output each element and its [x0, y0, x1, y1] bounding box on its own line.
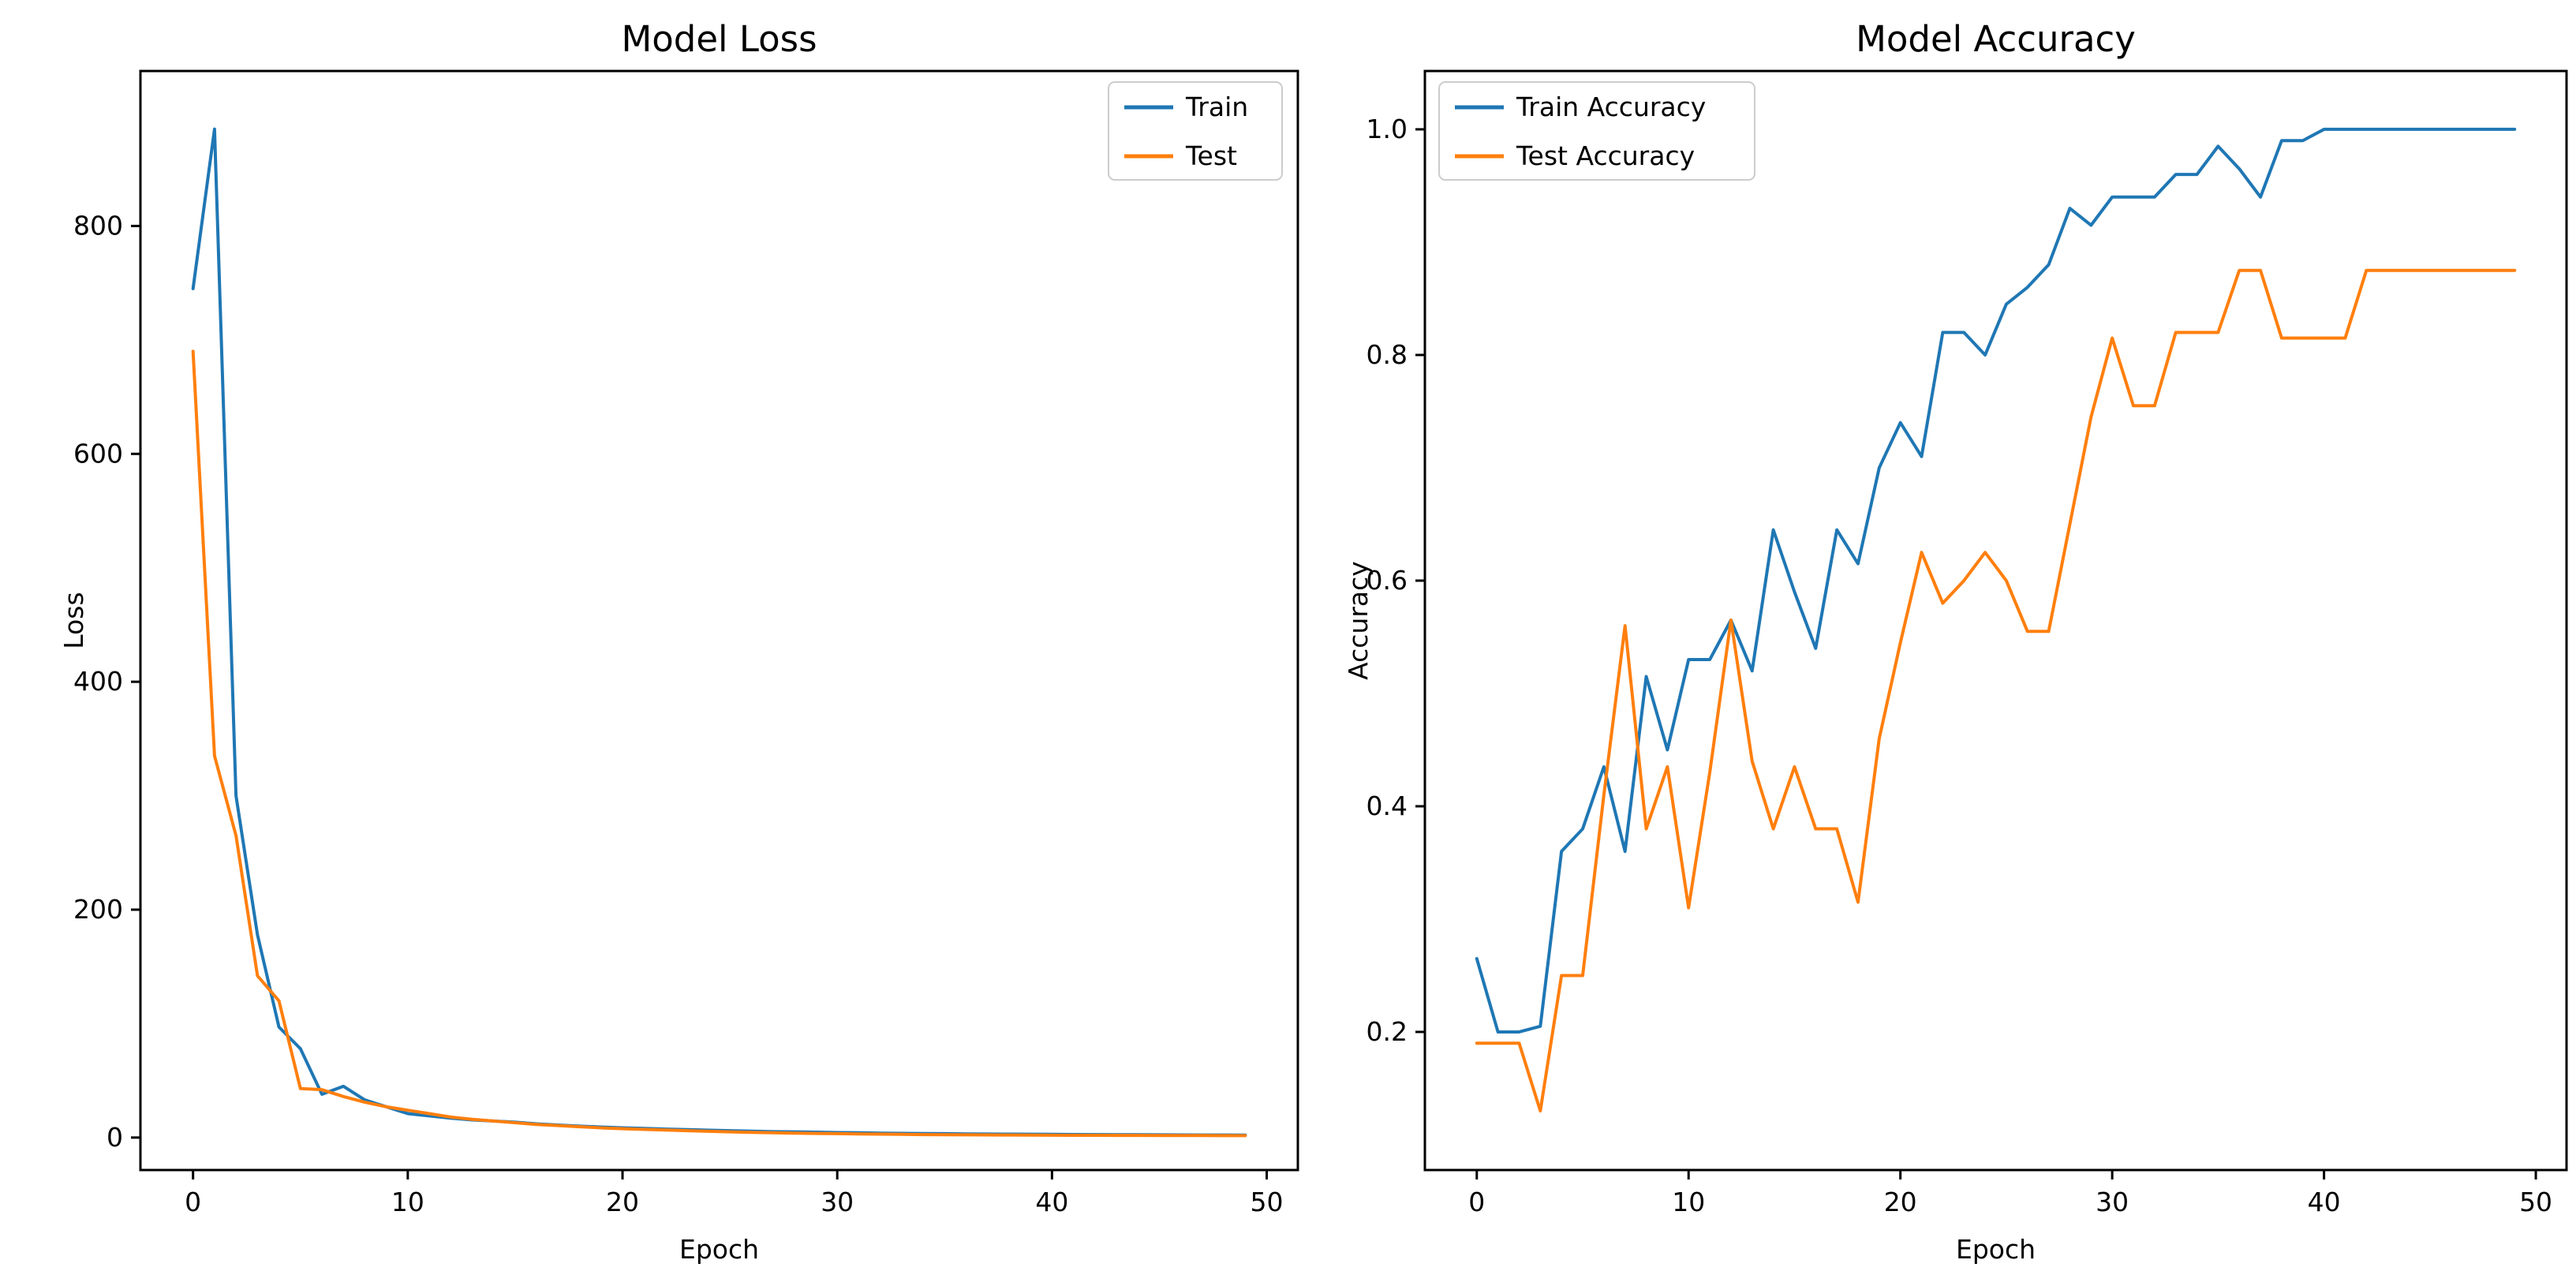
x-tick-label: 0	[1468, 1187, 1485, 1217]
y-tick-label: 800	[73, 210, 123, 241]
legend-label: Test Accuracy	[1516, 140, 1695, 171]
model-loss-axes-spines	[139, 69, 1299, 1172]
y-tick-label: 0.4	[1367, 791, 1408, 821]
model-loss-legend: Train Test	[1108, 81, 1283, 181]
model-accuracy-legend: Train Accuracy Test Accuracy	[1438, 81, 1755, 181]
legend-label: Train	[1185, 92, 1248, 122]
x-tick-label: 10	[1672, 1187, 1705, 1217]
y-tick-label: 1.0	[1367, 114, 1408, 144]
model-accuracy-title: Model Accuracy	[1856, 18, 2136, 60]
model-loss-subplot: 0 10 20 30 40 50 0 200 400 600 800 Model Loss Epoch L…	[58, 18, 1299, 1265]
model-accuracy-ylabel: Accuracy	[1343, 561, 1374, 680]
x-tick-label: 10	[391, 1187, 424, 1217]
legend-label: Test	[1185, 140, 1237, 171]
x-tick-label: 40	[2308, 1187, 2341, 1217]
legend-label: Train Accuracy	[1516, 92, 1706, 122]
legend-box	[1438, 81, 1755, 181]
y-tick-label: 200	[73, 894, 123, 925]
x-tick-label: 50	[2519, 1187, 2552, 1217]
train-accuracy-line	[1475, 127, 2517, 1034]
model-accuracy-xlabel: Epoch	[1956, 1234, 2036, 1265]
x-tick-label: 20	[606, 1187, 639, 1217]
y-tick-label: 0.6	[1367, 565, 1408, 596]
y-tick-label: 0.8	[1367, 339, 1408, 370]
test-line	[191, 350, 1247, 1138]
model-loss-xlabel: Epoch	[679, 1234, 759, 1265]
model-accuracy-subplot: 0 10 20 30 40 50 0.2 0.4 0.6 0.8 1.0 Model Accuracy…	[1343, 18, 2568, 1265]
x-tick-label: 30	[821, 1187, 854, 1217]
model-loss-title: Model Loss	[621, 18, 817, 60]
x-tick-label: 50	[1251, 1187, 1284, 1217]
test-accuracy-line	[1475, 268, 2517, 1113]
x-tick-label: 40	[1035, 1187, 1068, 1217]
x-tick-label: 0	[185, 1187, 201, 1217]
model-accuracy-axes-spines	[1423, 69, 2568, 1172]
x-tick-label: 20	[1884, 1187, 1917, 1217]
y-tick-label: 0.2	[1367, 1016, 1408, 1047]
y-tick-label: 0	[107, 1122, 123, 1153]
model-loss-ylabel: Loss	[58, 592, 89, 649]
y-tick-label: 600	[73, 438, 123, 469]
y-tick-label: 400	[73, 666, 123, 697]
x-tick-label: 30	[2096, 1187, 2129, 1217]
train-line	[191, 127, 1247, 1137]
